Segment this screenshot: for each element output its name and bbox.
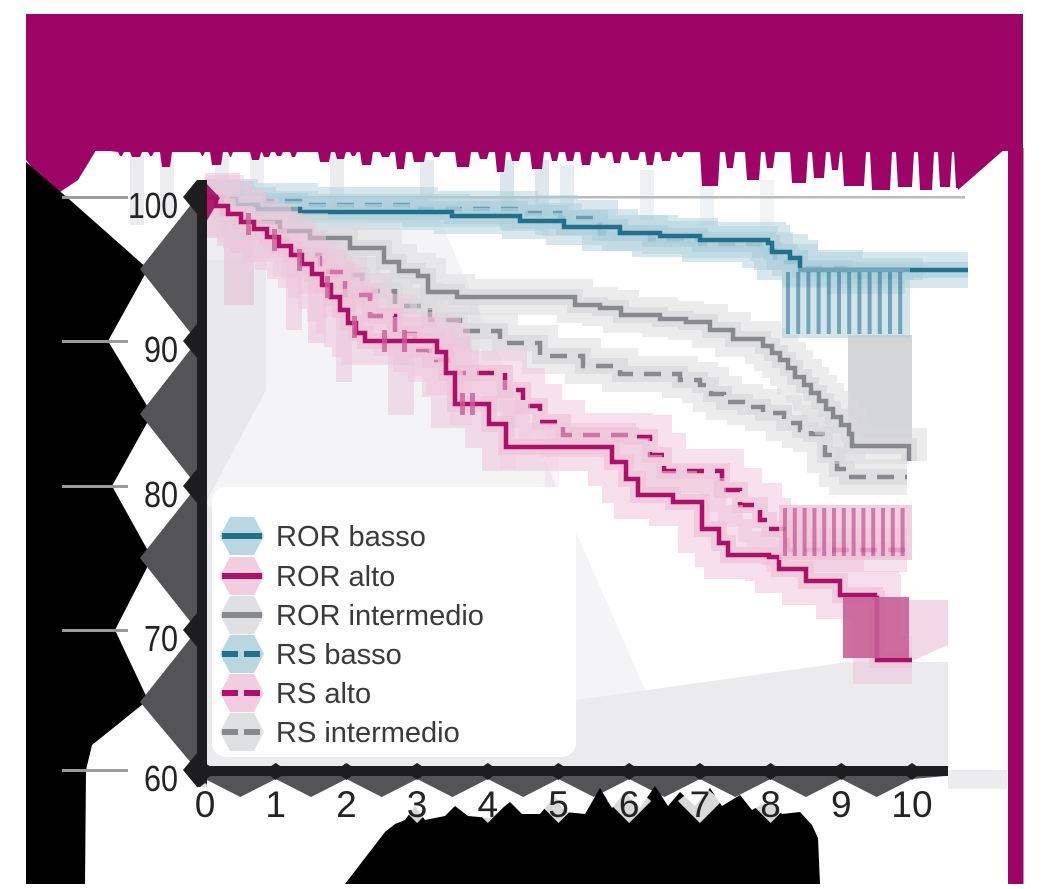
svg-text:70: 70 <box>144 618 178 659</box>
svg-text:90: 90 <box>144 329 178 370</box>
svg-text:80: 80 <box>144 474 178 515</box>
svg-text:4: 4 <box>478 784 499 825</box>
svg-text:RS alto: RS alto <box>276 678 371 710</box>
svg-text:3: 3 <box>407 784 428 825</box>
svg-text:0: 0 <box>195 784 216 825</box>
svg-text:ROR intermedio: ROR intermedio <box>276 600 484 632</box>
svg-text:RS intermedio: RS intermedio <box>276 717 460 749</box>
svg-text:60: 60 <box>144 758 178 799</box>
svg-text:6: 6 <box>619 784 640 825</box>
svg-text:10: 10 <box>891 784 932 825</box>
svg-text:2: 2 <box>336 784 357 825</box>
svg-text:5: 5 <box>548 784 569 825</box>
svg-text:7: 7 <box>690 784 711 825</box>
svg-text:100: 100 <box>128 185 178 226</box>
svg-text:1: 1 <box>265 784 286 825</box>
svg-text:ROR alto: ROR alto <box>276 561 395 593</box>
svg-text:8: 8 <box>760 784 781 825</box>
svg-text:9: 9 <box>831 784 852 825</box>
svg-text:ROR basso: ROR basso <box>276 521 426 553</box>
svg-text:RS basso: RS basso <box>276 639 402 671</box>
